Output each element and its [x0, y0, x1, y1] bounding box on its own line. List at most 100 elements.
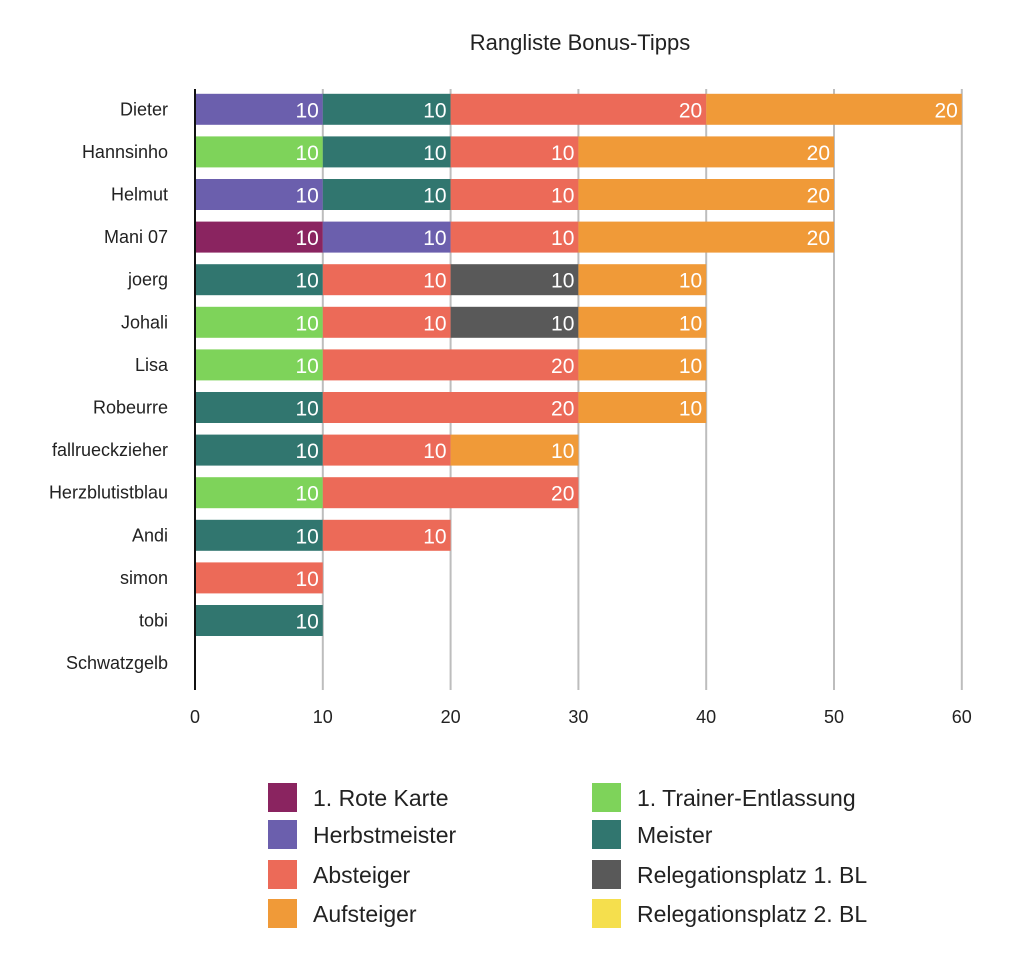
bar-segment	[578, 179, 834, 210]
x-tick-label: 50	[824, 707, 844, 727]
legend: 1. Rote Karte 1. Trainer-Entlassung Herbst…	[268, 783, 867, 928]
category-label: Dieter	[120, 99, 168, 119]
legend-label: 1. Rote Karte	[313, 785, 449, 811]
bar-segment	[195, 264, 323, 296]
bar-segment	[322, 519, 451, 551]
category-label: Robeurre	[93, 398, 168, 418]
legend-label: Relegationsplatz 2. BL	[637, 901, 867, 927]
bar-segment	[195, 93, 323, 125]
bar-data-label: 20	[807, 142, 830, 165]
bar-data-label: 10	[295, 568, 318, 591]
legend-label: Meister	[637, 822, 713, 848]
bar-data-label: 20	[551, 355, 574, 378]
bar-data-label: 10	[551, 142, 574, 165]
legend-label: Aufsteiger	[313, 901, 417, 927]
bar-segment	[322, 264, 451, 296]
bar-segment	[578, 221, 834, 253]
bar-segment	[450, 136, 579, 168]
legend-label: Relegationsplatz 1. BL	[637, 862, 867, 888]
category-label: Andi	[132, 525, 168, 545]
bar-segment	[322, 136, 451, 168]
bar-segment	[578, 264, 707, 296]
bar-segment	[195, 477, 323, 509]
category-label: Hannsinho	[82, 142, 168, 162]
bar-segment	[195, 306, 323, 338]
bar-data-label: 10	[679, 270, 702, 293]
bar-segment	[195, 221, 323, 253]
category-label: tobi	[139, 611, 168, 631]
category-label: joerg	[127, 270, 168, 290]
bar-data-label: 20	[934, 99, 957, 122]
bar-segment	[322, 349, 579, 381]
category-labels: Dieter Hannsinho Helmut Mani 07 joerg Johali L…	[49, 99, 169, 673]
bar-segment	[195, 562, 323, 594]
bar-data-label: 10	[423, 142, 446, 165]
bar-segment	[195, 519, 323, 551]
bar-segment	[322, 306, 451, 338]
legend-label: Absteiger	[313, 862, 411, 888]
bar-data-label: 10	[423, 185, 446, 208]
bar-segment	[450, 306, 579, 338]
bar-segment	[322, 221, 451, 253]
legend-swatch	[592, 783, 621, 812]
bar-segment	[450, 179, 579, 210]
bar-segment	[195, 349, 323, 381]
chart-title: Rangliste Bonus-Tipps	[470, 30, 691, 55]
legend-swatch	[268, 783, 297, 812]
x-axis-ticks: 0 10 20 30 40 50 60	[190, 707, 972, 727]
bar-data-label: 10	[551, 227, 574, 250]
bar-data-label: 20	[807, 185, 830, 208]
x-tick-label: 20	[441, 707, 461, 727]
legend-swatch	[268, 899, 297, 928]
bar-segment	[322, 179, 451, 210]
bar-segment	[195, 136, 323, 168]
bar-data-label: 10	[295, 483, 318, 506]
bar-data-label: 10	[679, 398, 702, 421]
x-tick-label: 60	[952, 707, 972, 727]
bar-segment	[706, 93, 962, 125]
bar-data-label: 10	[295, 270, 318, 293]
bars: 10 10 20 20 10 10 10 20 10 10 10 20 10 10 10 20 10 10 10 10…	[195, 93, 962, 636]
bar-segment	[450, 221, 579, 253]
bar-data-label: 10	[295, 398, 318, 421]
bar-segment	[322, 392, 579, 423]
bar-segment	[578, 349, 707, 381]
bar-data-label: 10	[295, 440, 318, 463]
bar-segment	[195, 179, 323, 210]
category-label: Johali	[121, 312, 168, 332]
bar-segment	[322, 93, 451, 125]
bar-segment	[195, 434, 323, 466]
bar-data-label: 10	[295, 611, 318, 634]
bar-segment	[450, 434, 579, 466]
bar-data-label: 10	[295, 142, 318, 165]
bar-data-label: 10	[679, 355, 702, 378]
bar-segment	[578, 136, 834, 168]
x-tick-label: 10	[313, 707, 333, 727]
bar-segment	[578, 392, 707, 423]
bar-segment	[195, 392, 323, 423]
category-label: simon	[120, 568, 168, 588]
category-label: Herzblutistblau	[49, 483, 168, 503]
legend-swatch	[268, 860, 297, 889]
bar-data-label: 10	[423, 270, 446, 293]
bar-data-label: 20	[807, 227, 830, 250]
bar-data-label: 10	[295, 185, 318, 208]
legend-swatch	[592, 820, 621, 849]
category-label: Lisa	[135, 355, 169, 375]
legend-label: 1. Trainer-Entlassung	[637, 785, 856, 811]
category-label: Mani 07	[104, 227, 168, 247]
bar-data-label: 10	[423, 227, 446, 250]
bar-data-label: 10	[295, 99, 318, 122]
bar-data-label: 20	[679, 99, 702, 122]
bar-segment	[450, 264, 579, 296]
bar-data-label: 10	[423, 312, 446, 335]
bar-data-label: 10	[295, 355, 318, 378]
category-label: fallrueckzieher	[52, 440, 168, 460]
bar-segment	[322, 477, 579, 509]
x-tick-label: 40	[696, 707, 716, 727]
bar-data-label: 20	[551, 398, 574, 421]
bar-data-label: 10	[551, 270, 574, 293]
bar-segment	[195, 605, 323, 636]
legend-label: Herbstmeister	[313, 822, 456, 848]
